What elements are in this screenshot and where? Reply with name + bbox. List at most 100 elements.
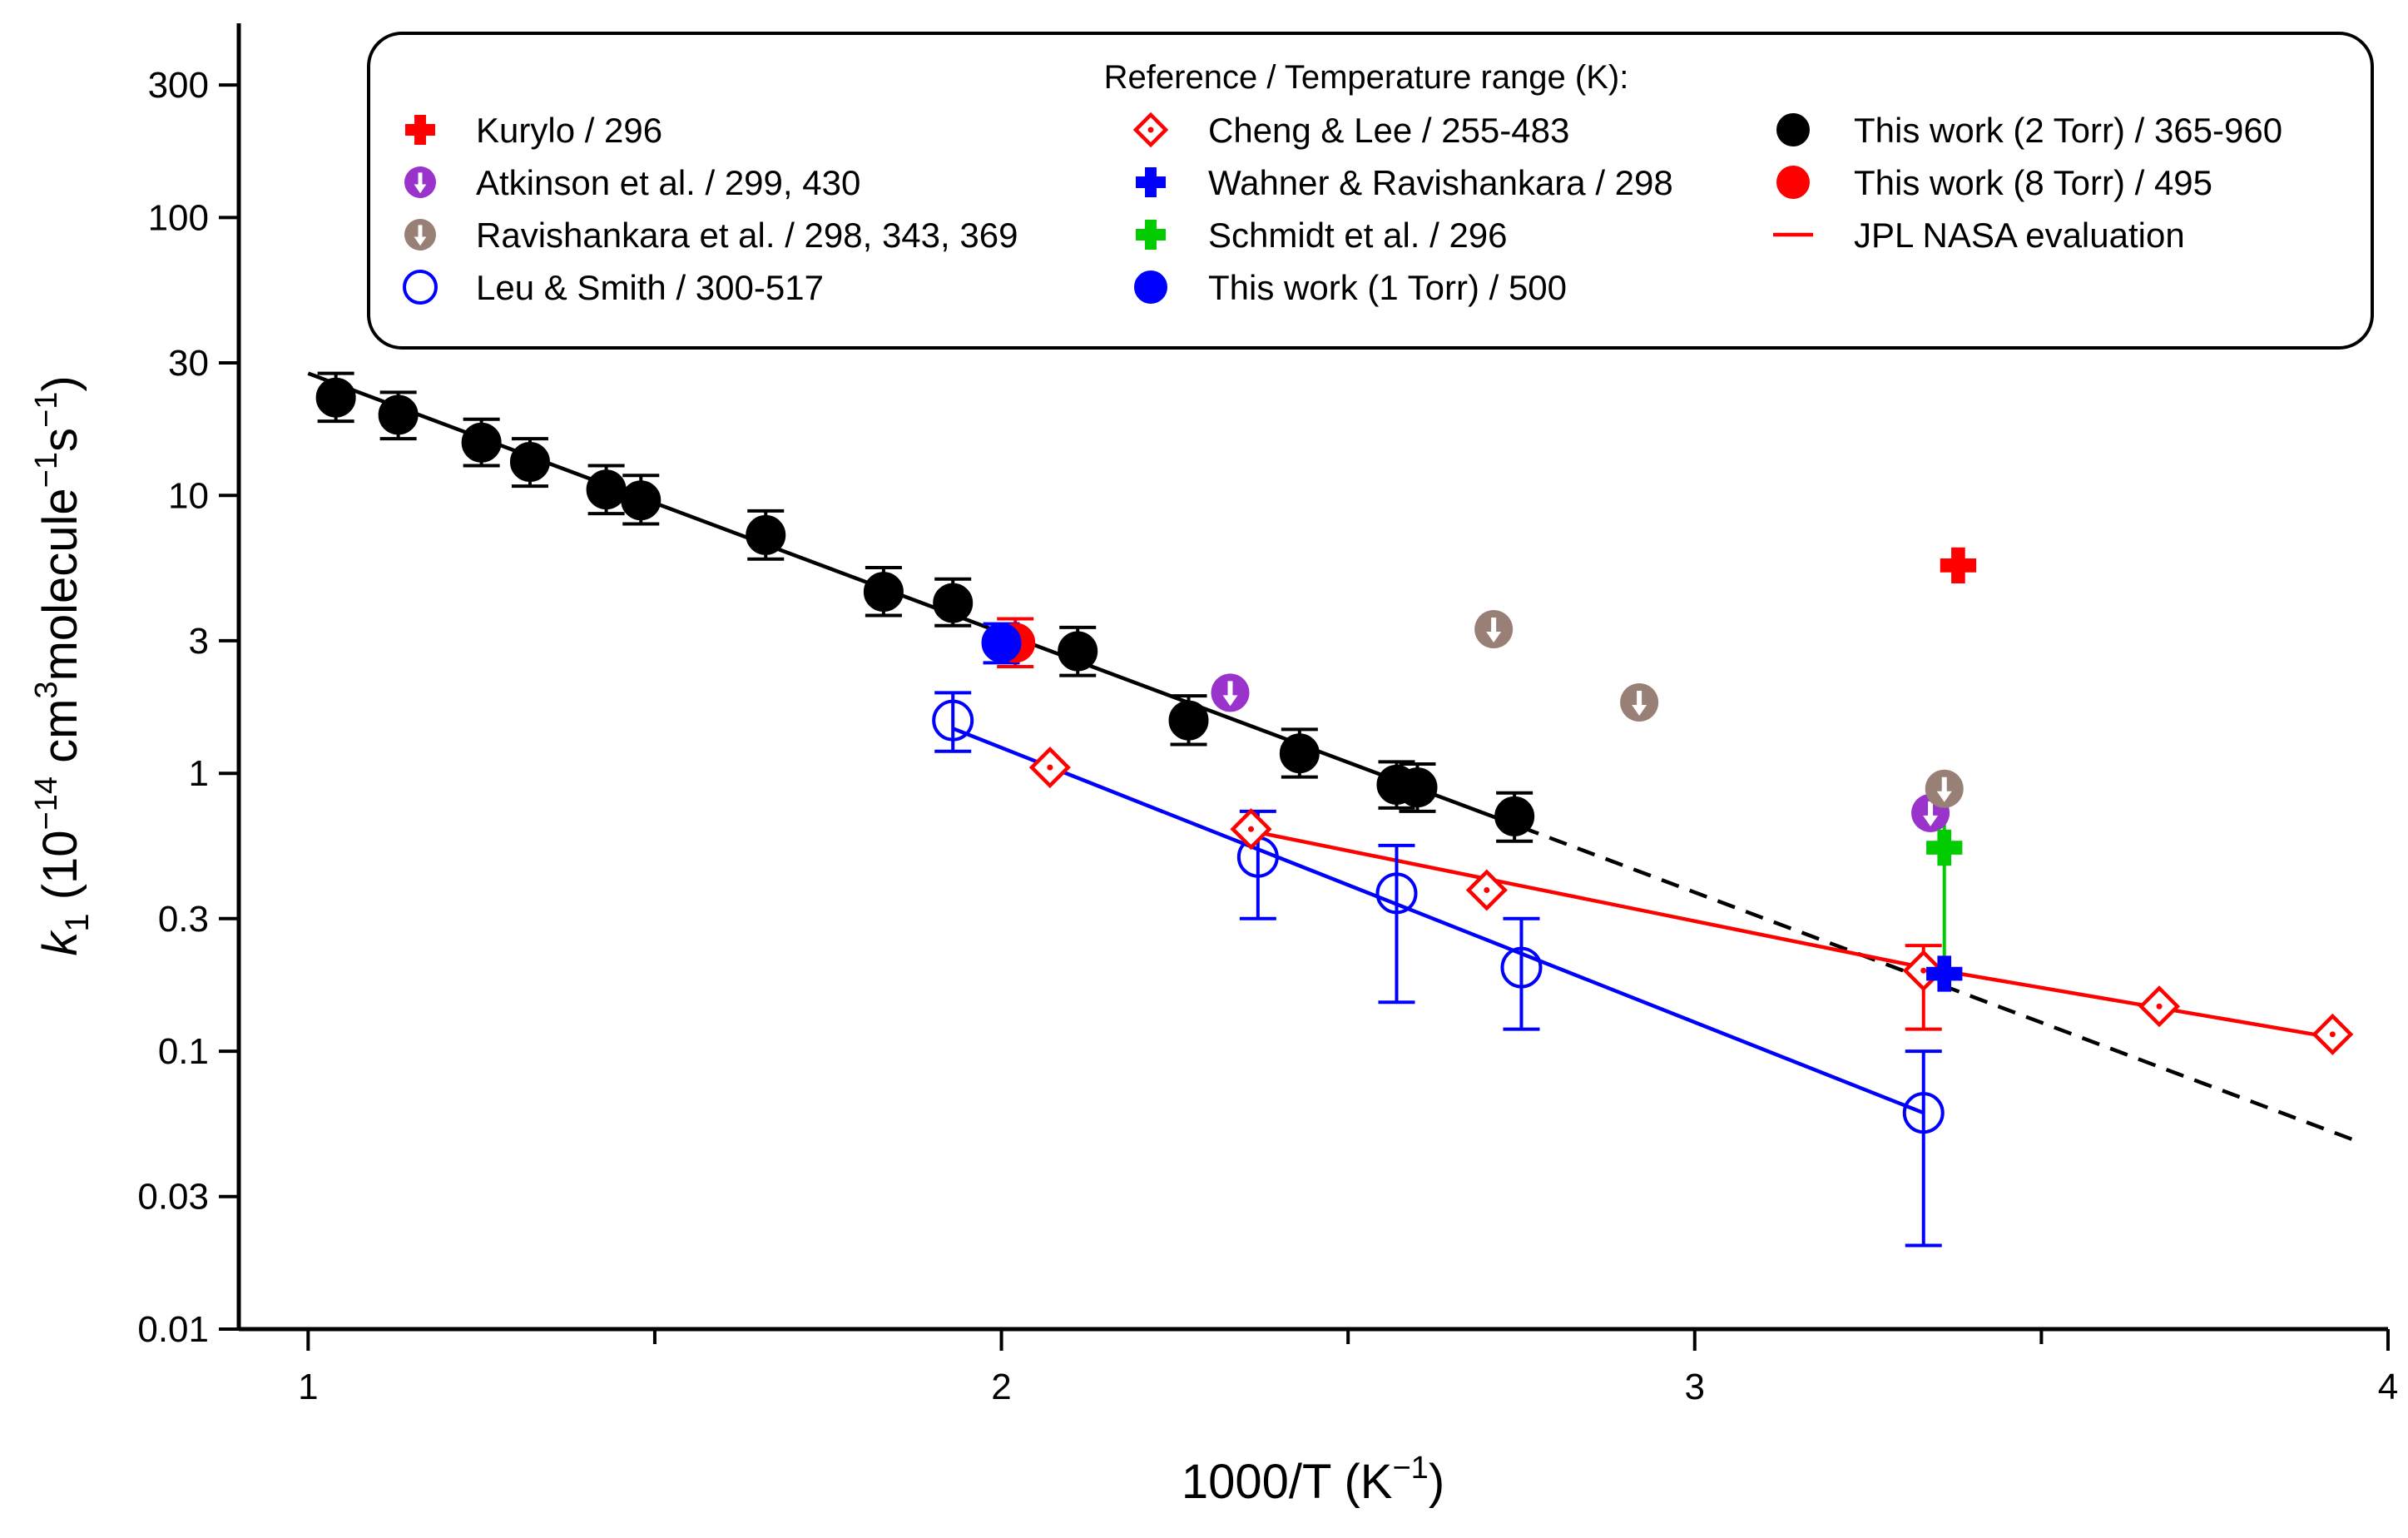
marker-shape <box>932 699 974 742</box>
legend-entries: Kurylo / 296 Atkinson et al. / 299, 430 Ra… <box>403 111 2282 307</box>
legend-swatch-kurylo <box>405 115 435 145</box>
marker-arrow <box>1923 801 1939 826</box>
data-point-cheng <box>1230 808 1272 851</box>
marker-shape <box>1926 829 1963 866</box>
marker-shape <box>1134 270 1167 304</box>
legend-label-atkinson: Atkinson et al. / 299, 430 <box>476 163 860 202</box>
data-point-tw2 <box>1058 631 1098 672</box>
marker-shape <box>1236 836 1279 878</box>
marker-shape <box>461 422 502 463</box>
data-point-ravishankara <box>1620 682 1659 722</box>
legend-swatch-cheng <box>1132 112 1169 148</box>
marker-dot <box>1248 826 1255 832</box>
y-tick-label: 10 <box>168 475 209 516</box>
data-point-kurylo <box>1940 547 1977 584</box>
marker-dot <box>1920 967 1927 974</box>
data-point-tw2 <box>746 514 786 555</box>
fit-line-black-extrapolation <box>1520 825 2355 1142</box>
data-point-tw2 <box>933 583 974 623</box>
legend-box <box>367 32 2374 350</box>
data-point-atkinson <box>1211 673 1250 712</box>
y-axis-title: k1 (10−14 cm3molecule−1s−1) <box>29 375 96 955</box>
marker-shape <box>403 270 438 305</box>
marker-arrow <box>414 225 427 246</box>
marker-shape <box>1136 220 1166 250</box>
x-tick-label: 2 <box>991 1367 1011 1407</box>
data-point-tw2 <box>461 422 502 463</box>
data-point-tw2 <box>621 480 661 521</box>
legend-label-kurylo: Kurylo / 296 <box>476 111 662 150</box>
marker-arrow <box>1222 681 1238 707</box>
legend-swatch-atkinson <box>404 166 436 198</box>
data-point-cheng <box>2311 1013 2354 1055</box>
data-point-cheng <box>2138 985 2181 1028</box>
marker-shape <box>315 377 356 418</box>
data-point-leu <box>932 699 974 742</box>
x-axis-title: 1000/T (K−1) <box>1182 1451 1444 1509</box>
tick-layer: 1 2 3 4 0.01 0.03 0.1 0.3 1 3 10 30 100 300 <box>137 65 2398 1407</box>
marker-shape <box>1058 631 1098 672</box>
legend-label-schmidt: Schmidt et al. / 296 <box>1208 216 1508 255</box>
data-point-tw2 <box>863 572 904 613</box>
marker-arrow <box>1936 776 1952 802</box>
marker-shape <box>863 572 904 613</box>
data-point-tw2 <box>509 442 550 483</box>
marker-arrow <box>414 172 427 194</box>
legend-label-cheng: Cheng & Lee / 255-483 <box>1208 111 1569 150</box>
data-point-leu <box>1375 872 1418 915</box>
marker-shape <box>1902 1092 1945 1134</box>
marker-shape <box>1168 700 1209 741</box>
marker-shape <box>621 480 661 521</box>
marker-shape <box>1940 547 1977 584</box>
marker-shape <box>405 115 435 145</box>
data-point-ravishankara <box>1474 610 1514 649</box>
marker-shape <box>378 394 419 435</box>
legend-label-tw1: This work (1 Torr) / 500 <box>1208 268 1567 307</box>
legend: Reference / Temperature range (K): Kuryl… <box>367 32 2374 350</box>
marker-shape <box>1397 767 1438 808</box>
y-tick-label: 0.1 <box>158 1031 209 1072</box>
x-tick-label: 3 <box>1685 1367 1705 1407</box>
legend-swatch-schmidt <box>1136 220 1166 250</box>
y-tick-label: 100 <box>148 197 209 238</box>
data-point-cheng <box>1028 747 1071 789</box>
legend-swatch-ravishankara <box>404 219 436 251</box>
marker-shape <box>1776 166 1810 199</box>
y-tick-label: 1 <box>189 753 209 794</box>
marker-layer <box>315 377 2354 1134</box>
data-point-tw2 <box>1279 733 1320 774</box>
data-point-leu <box>1236 836 1279 878</box>
y-tick-label: 30 <box>168 343 209 384</box>
legend-swatch-tw2 <box>1776 113 1810 146</box>
data-point-tw2 <box>1397 767 1438 808</box>
legend-label-leu: Leu & Smith / 300-517 <box>476 268 824 307</box>
x-tick-label: 4 <box>2378 1367 2398 1407</box>
errorbar-layer <box>317 371 1946 1248</box>
marker-dot <box>1147 127 1154 133</box>
marker-dot <box>1047 764 1053 771</box>
legend-label-tw8: This work (8 Torr) / 495 <box>1854 163 2212 202</box>
marker-shape <box>1494 796 1535 836</box>
legend-swatch-wahner <box>1136 167 1166 197</box>
data-point-tw2 <box>378 394 419 435</box>
marker-shape <box>586 469 627 510</box>
legend-title: Reference / Temperature range (K): <box>1104 59 1629 96</box>
data-point-wahner <box>1926 955 1963 992</box>
y-tick-label: 3 <box>189 621 209 662</box>
y-tick-label: 0.01 <box>137 1309 209 1350</box>
marker-shape <box>1926 955 1963 992</box>
marker-dot <box>2156 1003 2163 1010</box>
fit-line-blue-fit <box>952 727 1925 1115</box>
plot-axes <box>236 23 2388 1332</box>
data-point-tw2 <box>1168 700 1209 741</box>
data-point-tw2 <box>315 377 356 418</box>
marker-shape <box>746 514 786 555</box>
marker-shape <box>509 442 550 483</box>
data-point-ravishankara <box>1925 769 1964 808</box>
data-point-tw1 <box>981 623 1022 663</box>
marker-shape <box>1500 946 1543 989</box>
data-point-tw2 <box>586 469 627 510</box>
data-point-schmidt <box>1926 829 1963 866</box>
